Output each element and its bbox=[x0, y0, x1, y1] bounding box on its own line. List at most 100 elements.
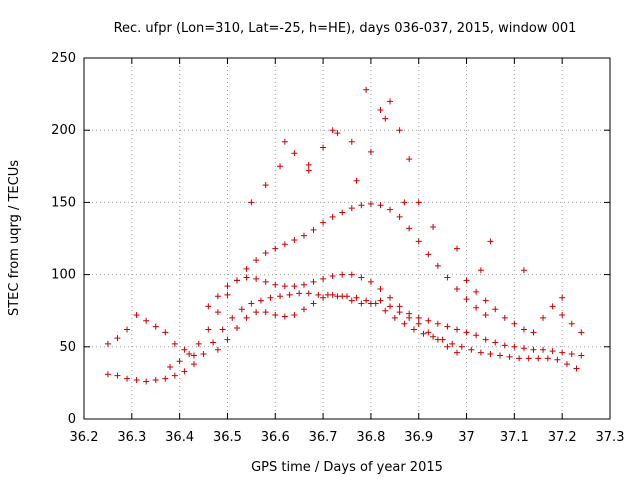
series-arc-mid bbox=[205, 271, 585, 359]
data-point bbox=[367, 300, 374, 307]
data-point bbox=[420, 330, 427, 337]
data-point bbox=[559, 312, 566, 319]
data-point bbox=[281, 138, 288, 145]
data-point bbox=[358, 202, 365, 209]
data-point bbox=[300, 232, 307, 239]
data-point bbox=[353, 294, 360, 301]
data-point bbox=[444, 274, 451, 281]
data-point bbox=[224, 336, 231, 343]
data-point bbox=[291, 312, 298, 319]
data-point bbox=[171, 340, 178, 347]
data-point bbox=[520, 267, 527, 274]
x-tick-label: 36.2 bbox=[70, 430, 99, 445]
data-point bbox=[277, 293, 284, 300]
data-point bbox=[382, 307, 389, 314]
data-point bbox=[124, 375, 131, 382]
data-point bbox=[334, 130, 341, 137]
data-point bbox=[104, 340, 111, 347]
data-points bbox=[104, 86, 585, 385]
data-point bbox=[525, 355, 532, 362]
data-point bbox=[329, 127, 336, 134]
data-point bbox=[133, 312, 140, 319]
data-point bbox=[114, 335, 121, 342]
data-point bbox=[310, 300, 317, 307]
series-arc-base bbox=[104, 290, 580, 385]
series-arc-late bbox=[463, 277, 585, 336]
y-tick-label: 250 bbox=[51, 51, 76, 66]
data-point bbox=[229, 314, 236, 321]
data-point bbox=[473, 304, 480, 311]
data-point bbox=[348, 297, 355, 304]
data-point bbox=[291, 236, 298, 243]
data-point bbox=[367, 148, 374, 155]
data-point bbox=[559, 294, 566, 301]
data-point bbox=[329, 291, 336, 298]
data-point bbox=[415, 320, 422, 327]
data-point bbox=[253, 275, 260, 282]
data-point bbox=[391, 314, 398, 321]
chart-title: Rec. ufpr (Lon=310, Lat=-25, h=HE), days… bbox=[114, 21, 577, 36]
data-point bbox=[434, 320, 441, 327]
data-point bbox=[430, 223, 437, 230]
data-point bbox=[382, 115, 389, 122]
data-point bbox=[143, 317, 150, 324]
data-point bbox=[506, 353, 513, 360]
data-point bbox=[463, 296, 470, 303]
data-point bbox=[578, 329, 585, 336]
data-point bbox=[444, 343, 451, 350]
data-point bbox=[415, 314, 422, 321]
data-point bbox=[281, 313, 288, 320]
data-point bbox=[200, 351, 207, 358]
data-point bbox=[224, 291, 231, 298]
data-point bbox=[468, 346, 475, 353]
data-point bbox=[320, 275, 327, 282]
series-arc-upper bbox=[167, 200, 489, 371]
data-point bbox=[554, 356, 561, 363]
data-point bbox=[310, 278, 317, 285]
data-point bbox=[482, 312, 489, 319]
data-point bbox=[482, 336, 489, 343]
data-point bbox=[305, 161, 312, 168]
data-point bbox=[520, 326, 527, 333]
data-point bbox=[415, 199, 422, 206]
x-tick-label: 37 bbox=[458, 430, 475, 445]
data-point bbox=[377, 202, 384, 209]
series-arc-peak bbox=[248, 86, 422, 206]
data-point bbox=[315, 291, 322, 298]
data-point bbox=[181, 368, 188, 375]
data-point bbox=[152, 377, 159, 384]
data-point bbox=[453, 245, 460, 252]
data-point bbox=[329, 213, 336, 220]
data-point bbox=[210, 339, 217, 346]
data-point bbox=[425, 329, 432, 336]
data-point bbox=[520, 345, 527, 352]
data-point bbox=[487, 238, 494, 245]
data-point bbox=[358, 300, 365, 307]
data-point bbox=[406, 156, 413, 163]
data-point bbox=[291, 150, 298, 157]
data-point bbox=[224, 283, 231, 290]
data-point bbox=[214, 293, 221, 300]
data-point bbox=[234, 325, 241, 332]
data-point bbox=[320, 144, 327, 151]
data-point bbox=[339, 293, 346, 300]
data-point bbox=[444, 323, 451, 330]
y-axis-label: STEC from uqrg / TECUs bbox=[7, 160, 22, 316]
grid-lines bbox=[84, 58, 610, 419]
data-point bbox=[214, 346, 221, 353]
data-point bbox=[190, 352, 197, 359]
data-point bbox=[453, 326, 460, 333]
data-point bbox=[133, 377, 140, 384]
data-point bbox=[176, 358, 183, 365]
data-point bbox=[348, 205, 355, 212]
data-point bbox=[262, 249, 269, 256]
data-point bbox=[453, 349, 460, 356]
data-point bbox=[363, 297, 370, 304]
data-point bbox=[286, 291, 293, 298]
x-tick-label: 36.3 bbox=[117, 430, 146, 445]
data-point bbox=[578, 352, 585, 359]
data-point bbox=[205, 303, 212, 310]
data-point bbox=[339, 209, 346, 216]
data-point bbox=[248, 199, 255, 206]
data-point bbox=[243, 314, 250, 321]
